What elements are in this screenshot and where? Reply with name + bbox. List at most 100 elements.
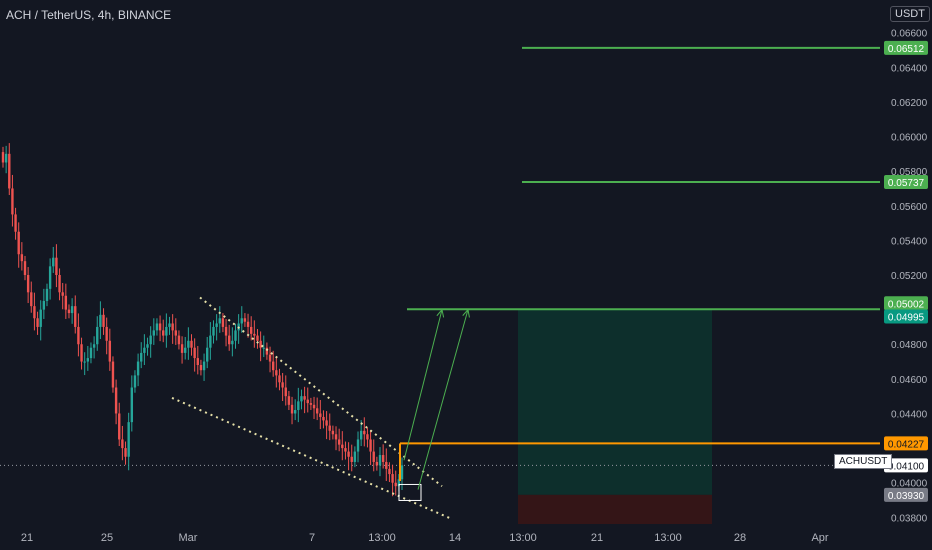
price-label-bg <box>884 175 928 190</box>
candle-body <box>80 344 83 362</box>
candle-body <box>146 344 149 348</box>
position-zones <box>0 309 880 524</box>
symbol-title: ACH / TetherUS, 4h, BINANCE <box>6 8 172 22</box>
candle <box>366 427 369 448</box>
price-tick-label: 0.04600 <box>891 375 928 386</box>
candle <box>234 323 237 349</box>
candle-body <box>202 361 206 371</box>
candle <box>341 431 344 461</box>
candle-body <box>105 326 108 341</box>
candle <box>70 298 74 324</box>
candle-body <box>30 292 33 307</box>
candle <box>212 320 215 344</box>
price-label-bg <box>884 436 928 451</box>
price-label-text: 0.05737 <box>888 178 925 189</box>
candle-body <box>140 352 143 362</box>
candle <box>246 313 250 338</box>
loss-zone <box>518 494 712 524</box>
candle <box>243 313 247 327</box>
candle-body <box>388 468 391 475</box>
candle-body <box>206 347 209 362</box>
candle-body <box>171 323 174 331</box>
candle-body <box>268 354 272 362</box>
price-label-text: 0.03930 <box>888 491 925 502</box>
candle <box>23 255 27 281</box>
candle-body <box>158 323 162 331</box>
candle-body <box>89 347 93 359</box>
time-tick-label: Apr <box>811 532 828 544</box>
price-tick-label: 0.06200 <box>891 98 928 109</box>
price-tick-label: 0.03800 <box>891 513 928 524</box>
candle-body <box>309 403 313 405</box>
candle-body <box>337 439 341 445</box>
price-tick-label: 0.06400 <box>891 63 928 74</box>
candle <box>42 288 46 319</box>
candle <box>162 319 165 343</box>
candle <box>55 244 58 288</box>
candle <box>61 282 64 310</box>
candle <box>92 336 96 359</box>
candle-body <box>303 396 306 400</box>
candle <box>121 425 124 461</box>
candle <box>193 338 196 372</box>
candle-body <box>162 330 165 336</box>
candle <box>281 372 284 402</box>
candle-body <box>234 330 237 341</box>
candle-body <box>77 326 80 345</box>
candle-body <box>240 318 243 324</box>
candle-body <box>70 306 74 314</box>
candle-body <box>297 401 300 411</box>
candle-body <box>253 333 256 336</box>
candle-body <box>243 318 247 322</box>
candle-body <box>319 413 322 417</box>
candle-body <box>121 439 124 449</box>
candle-body <box>212 326 215 336</box>
price-label-profit-boundary: 0.04995 <box>884 309 928 324</box>
candle <box>303 386 306 414</box>
price-label-text: 0.05002 <box>888 299 925 310</box>
candle <box>293 399 297 421</box>
candle-body <box>312 404 316 409</box>
candle-body <box>381 455 385 462</box>
candle-body <box>363 430 366 435</box>
time-tick-label: 14 <box>449 532 461 544</box>
candle <box>262 335 265 358</box>
candle <box>290 396 294 425</box>
candle <box>224 318 228 347</box>
candle-body <box>231 340 234 345</box>
candle <box>133 370 137 393</box>
candle-body <box>190 340 193 348</box>
candle-body <box>127 422 130 457</box>
candle-body <box>372 451 375 462</box>
candle-body <box>168 323 171 327</box>
candle-body <box>52 257 55 267</box>
price-label-stop: 0.03930 <box>884 487 928 502</box>
currency-label[interactable]: USDT <box>890 6 930 22</box>
candle-body <box>45 288 49 301</box>
candle <box>309 397 313 411</box>
candle <box>149 326 152 358</box>
candle-body <box>149 335 152 345</box>
price-tick-label: 0.05400 <box>891 236 928 247</box>
candle <box>17 222 20 268</box>
candle-body <box>341 444 344 449</box>
candle <box>177 330 181 350</box>
candle-body <box>394 482 397 487</box>
candle <box>105 317 108 355</box>
price-label-bg <box>884 487 928 502</box>
candle-body <box>96 326 99 345</box>
candle <box>237 314 240 344</box>
candle-body <box>215 323 218 327</box>
falling-wedge-pattern <box>171 296 453 520</box>
candle <box>322 410 325 429</box>
time-tick-label: Mar <box>179 532 198 544</box>
candle <box>278 368 281 391</box>
candle <box>77 313 80 357</box>
candle <box>249 316 253 341</box>
time-tick-label: 28 <box>734 532 746 544</box>
candle-body <box>378 455 382 466</box>
candle-body <box>209 335 212 348</box>
candle-body <box>350 456 353 462</box>
candle-body <box>328 425 331 431</box>
